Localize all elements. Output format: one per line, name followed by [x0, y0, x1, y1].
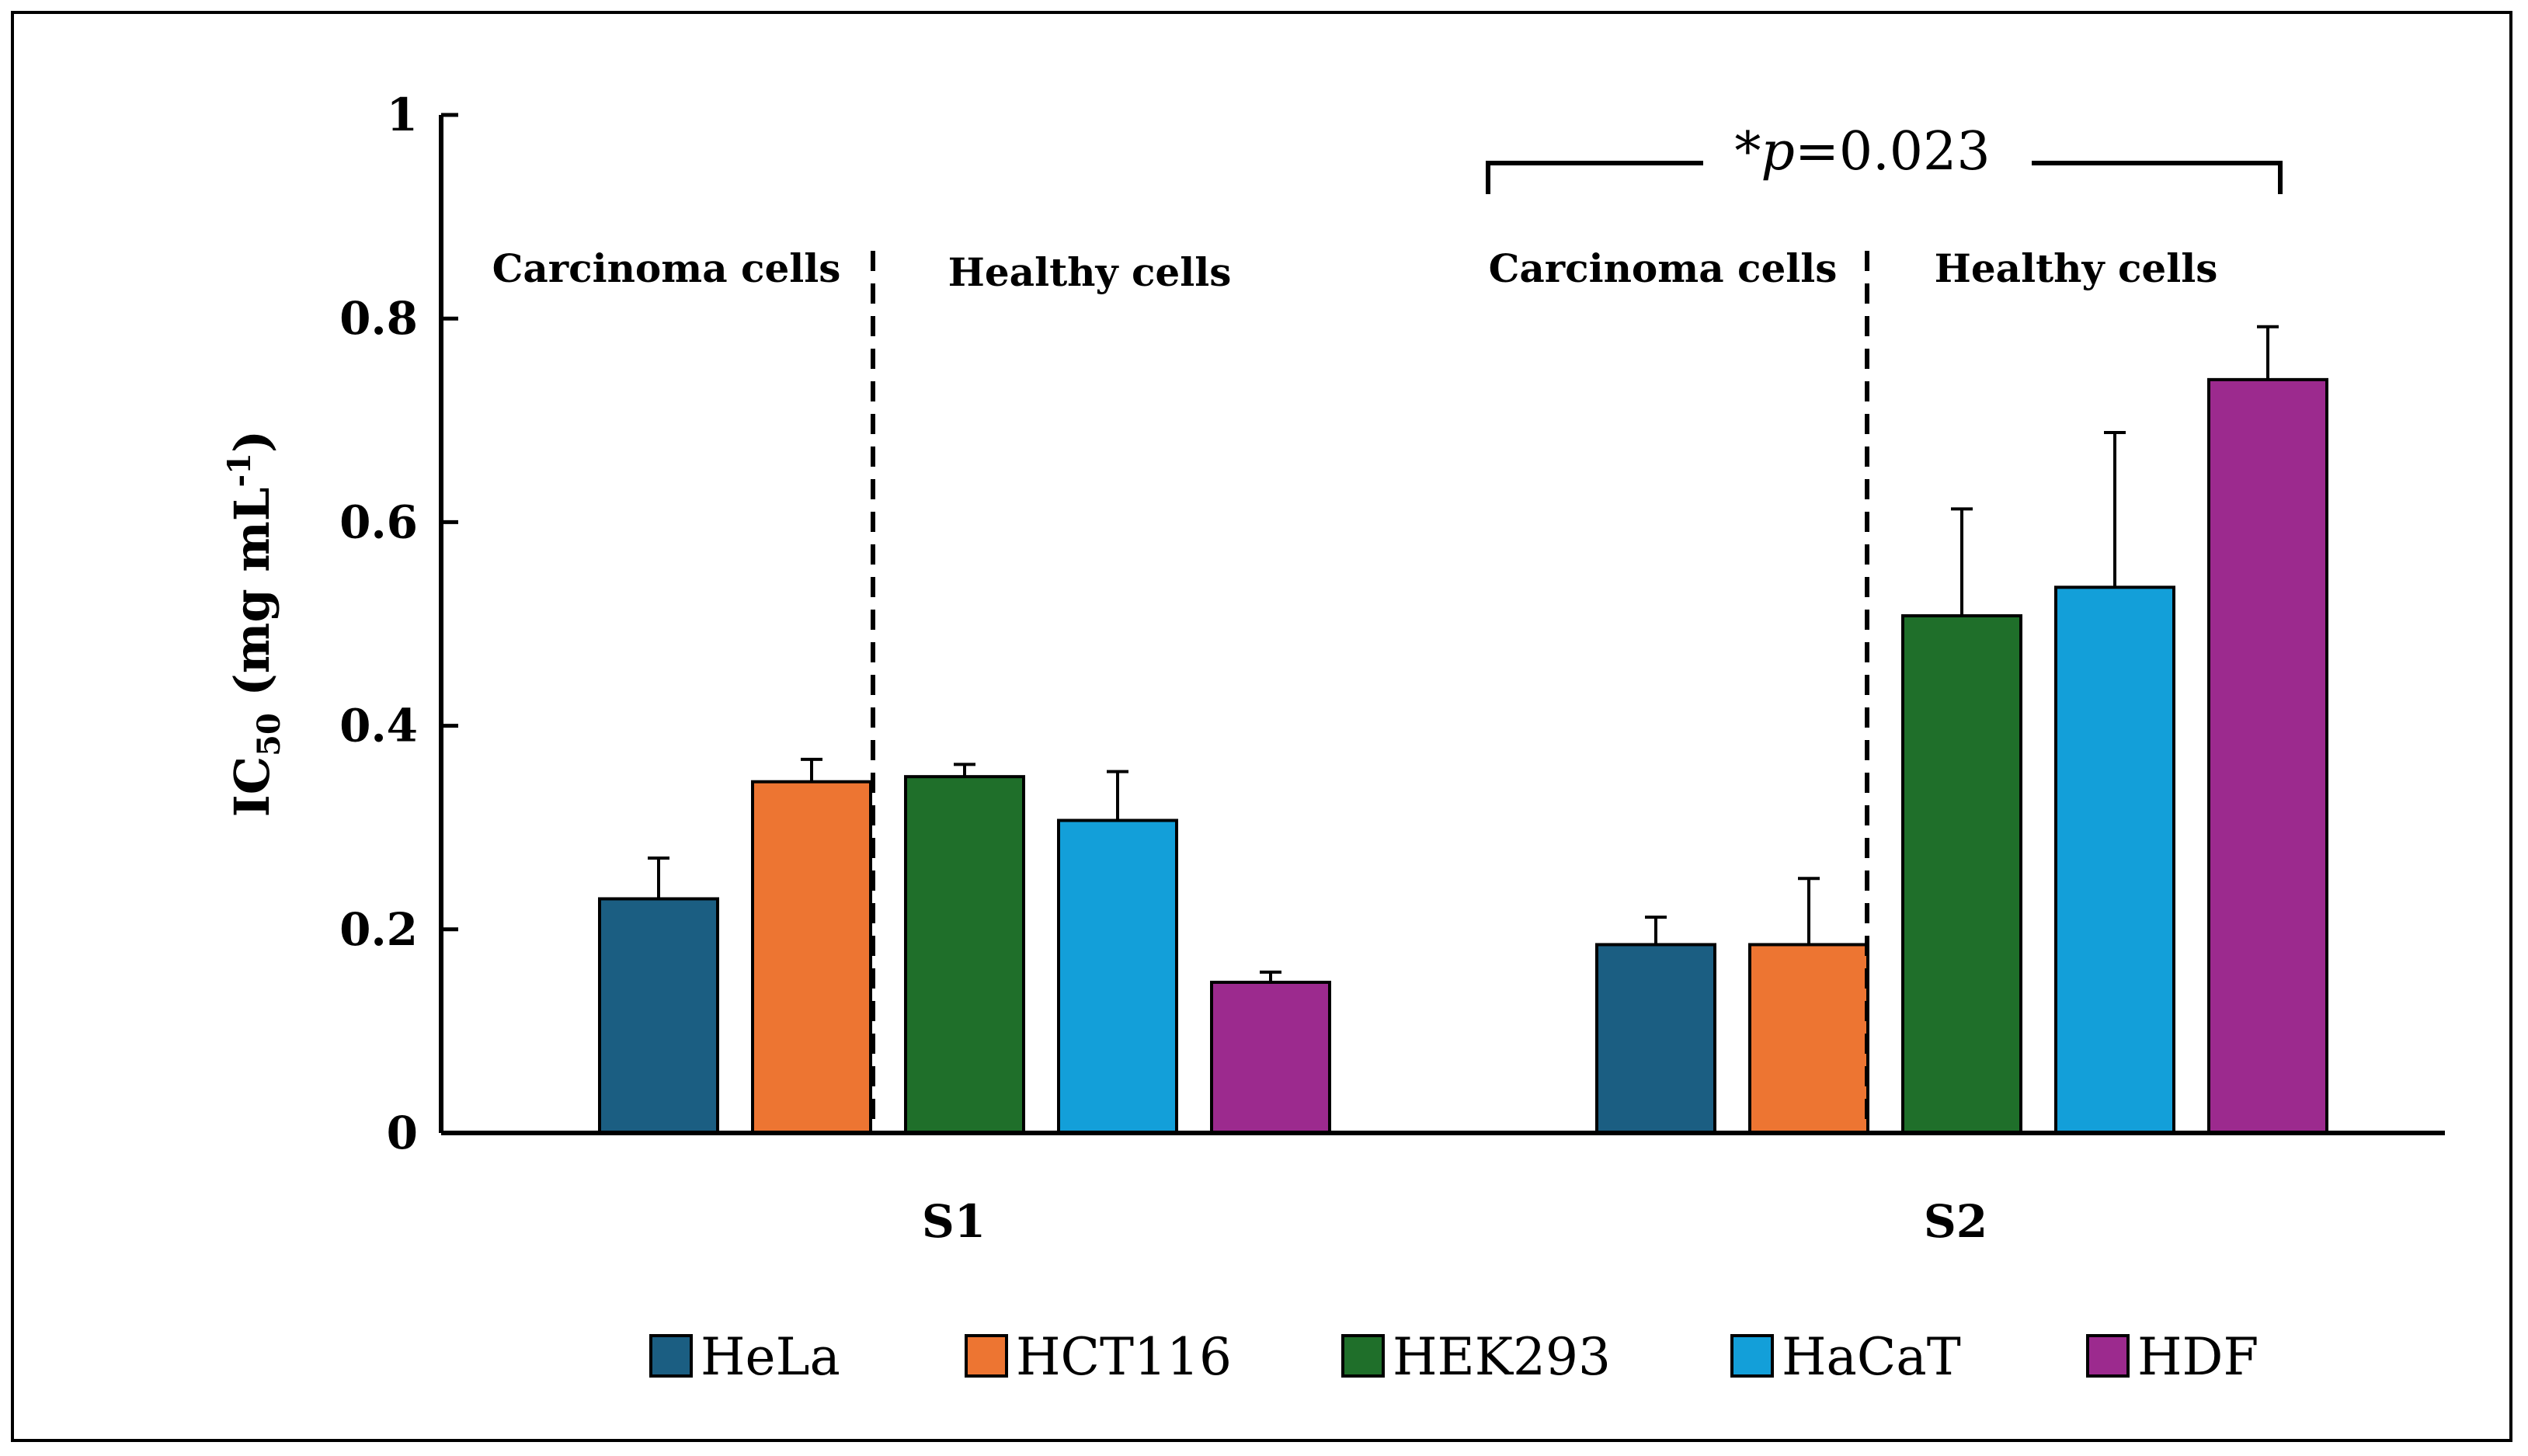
- s2-healthy-label: Healthy cells: [1935, 245, 2218, 291]
- bars-layer: [598, 377, 2328, 1135]
- y-tick-label: 0.4: [339, 700, 418, 752]
- bar-chart: 0 0.2 0.4 0.6 0.8 1 Carcinoma cells Healthy c…: [221, 89, 2445, 1387]
- bar-hela-s1: [598, 897, 719, 1135]
- figure-frame: 0 0.2 0.4 0.6 0.8 1 Carcinoma cells Healthy c…: [11, 11, 2512, 1442]
- y-tick-label: 0.2: [339, 903, 418, 956]
- significance-bracket-right: [2032, 161, 2283, 194]
- y-tick-label: 0.8: [339, 292, 418, 345]
- y-label-unit: (mg mL: [224, 488, 280, 714]
- bar-hek293-s1: [904, 775, 1025, 1135]
- bar-hdf-s1: [1210, 980, 1331, 1135]
- bar-hdf-s2: [2207, 377, 2328, 1135]
- legend-swatch-hek293: [1341, 1334, 1385, 1378]
- y-tick-label: 0.6: [339, 495, 418, 548]
- y-tick-label: 1: [387, 89, 418, 141]
- p-value-annotation: *p=0.023: [1734, 121, 1990, 182]
- y-label-main: IC: [224, 756, 280, 817]
- bar-hacat-s2: [2054, 586, 2175, 1135]
- bar-hela-s2: [1595, 943, 1716, 1135]
- legend-label-hdf: HDF: [2137, 1327, 2259, 1387]
- bar-hek293-s2: [1901, 614, 2022, 1135]
- category-label-s2: S2: [1924, 1195, 1987, 1248]
- s1-carcinoma-label: Carcinoma cells: [492, 245, 841, 291]
- y-label-close: ): [224, 430, 280, 453]
- legend-swatch-hacat: [1730, 1334, 1774, 1378]
- p-value-number: =0.023: [1795, 121, 1991, 182]
- y-ticks-layer: 0 0.2 0.4 0.6 0.8 1: [339, 89, 458, 1159]
- p-value-p: p: [1761, 121, 1795, 182]
- legend-label-hek293: HEK293: [1393, 1327, 1611, 1387]
- legend: HeLa HCT116 HEK293 HaCaT HDF: [649, 1327, 2259, 1387]
- y-axis-label: IC50 (mg mL-1): [221, 430, 287, 817]
- legend-swatch-hdf: [2086, 1334, 2130, 1378]
- significance-bracket-left: [1486, 161, 1703, 194]
- legend-label-hacat: HaCaT: [1782, 1327, 1961, 1387]
- y-tick-label: 0: [387, 1107, 418, 1159]
- error-bars-layer: [648, 325, 2279, 982]
- bar-hacat-s1: [1057, 818, 1178, 1135]
- bar-hct116-s1: [751, 780, 872, 1135]
- y-label-subscript: 50: [251, 713, 287, 756]
- category-label-s1: S1: [922, 1195, 986, 1248]
- p-value-star: *: [1734, 121, 1761, 182]
- y-label-superscript: -1: [221, 453, 258, 487]
- bar-hct116-s2: [1748, 943, 1869, 1135]
- s1-healthy-label: Healthy cells: [948, 249, 1232, 295]
- legend-label-hela: HeLa: [701, 1327, 840, 1387]
- legend-swatch-hct116: [965, 1334, 1008, 1378]
- legend-label-hct116: HCT116: [1016, 1327, 1232, 1387]
- legend-swatch-hela: [649, 1334, 693, 1378]
- s2-carcinoma-label: Carcinoma cells: [1489, 245, 1838, 291]
